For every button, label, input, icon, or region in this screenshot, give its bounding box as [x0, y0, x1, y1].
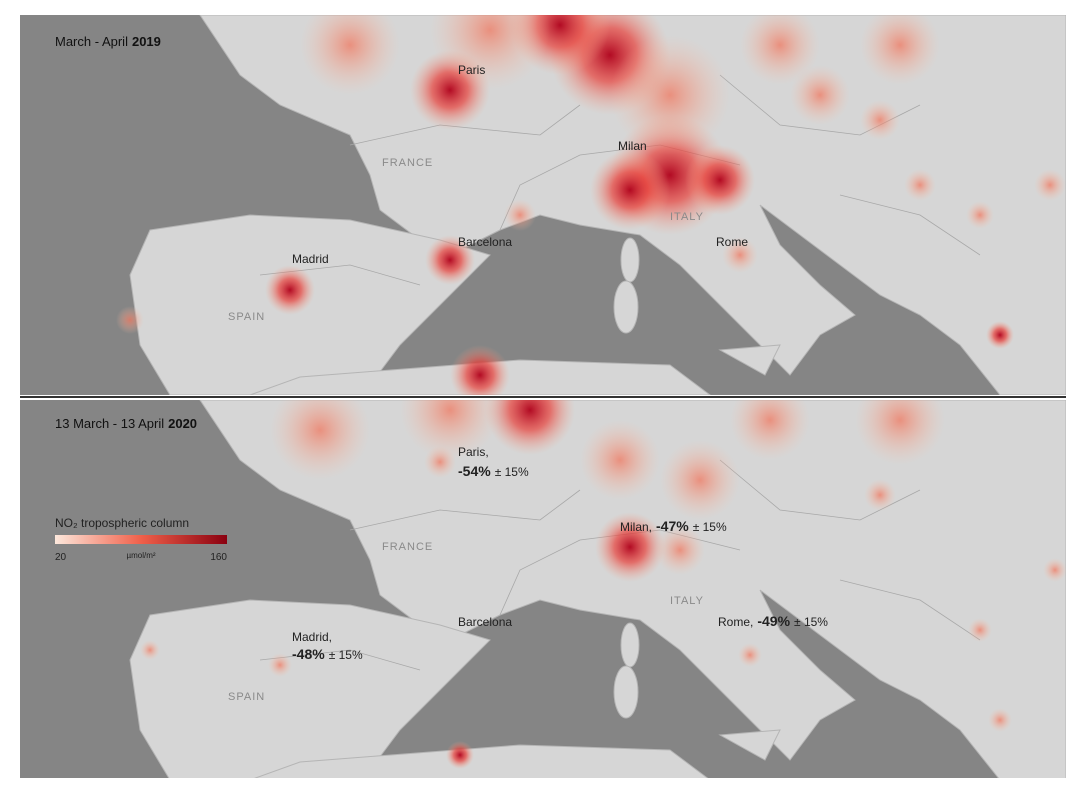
- uncertainty: ± 15%: [495, 465, 529, 479]
- change-label: -54% ± 15%: [458, 463, 529, 479]
- city-label: Madrid: [292, 252, 329, 266]
- period: March - April: [55, 34, 128, 49]
- emission-hotspot: [504, 199, 536, 231]
- year: 2020: [168, 416, 197, 431]
- city: Rome,: [718, 615, 753, 629]
- change: -47%: [656, 518, 689, 534]
- emission-hotspot: [1034, 169, 1066, 201]
- change-label: Rome, -49% ± 15%: [718, 613, 828, 629]
- emission-hotspot: [730, 400, 810, 460]
- uncertainty: ± 15%: [794, 615, 828, 629]
- country-label: ITALY: [670, 595, 704, 607]
- change: -49%: [757, 613, 790, 629]
- emission-hotspot: [485, 400, 575, 455]
- emission-hotspot: [424, 446, 456, 478]
- emission-hotspot: [400, 400, 500, 460]
- country-label: SPAIN: [228, 311, 265, 323]
- emission-hotspot: [722, 237, 758, 273]
- emission-hotspot: [425, 235, 475, 285]
- emission-hotspot: [140, 640, 160, 660]
- emission-hotspot: [595, 512, 665, 582]
- emission-hotspot: [738, 643, 762, 667]
- emission-hotspot: [590, 150, 670, 230]
- emission-hotspot: [968, 618, 992, 642]
- emission-hotspot: [430, 15, 550, 90]
- emission-hotspot: [265, 265, 315, 315]
- legend-min: 20: [55, 552, 67, 563]
- country-label: ITALY: [670, 211, 704, 223]
- emission-hotspot: [1043, 558, 1066, 582]
- city-label: Milan: [618, 139, 647, 153]
- emission-hotspot: [740, 15, 820, 85]
- year: 2019: [132, 34, 161, 49]
- emission-hotspot: [986, 321, 1014, 349]
- map-panel: [20, 400, 1066, 778]
- emission-hotspot: [446, 741, 474, 769]
- legend-title: NO₂ tropospheric column: [55, 516, 189, 530]
- panel-title: March - April 2019: [55, 34, 161, 49]
- emission-hotspot: [864, 479, 896, 511]
- emission-hotspot: [610, 35, 730, 155]
- uncertainty: ± 15%: [693, 520, 727, 534]
- change: -54%: [458, 463, 491, 479]
- emission-hotspot: [904, 169, 936, 201]
- change-label: Milan, -47% ± 15%: [620, 518, 727, 534]
- emission-hotspot: [966, 201, 994, 229]
- emission-hotspot: [855, 400, 945, 465]
- legend: NO₂ tropospheric column 20 µmol/m² 160: [55, 516, 227, 563]
- country-label: SPAIN: [228, 691, 265, 703]
- legend-unit: µmol/m²: [126, 551, 155, 560]
- emission-hotspot: [860, 15, 940, 85]
- change: -48%: [292, 646, 325, 662]
- legend-max: 160: [210, 552, 227, 563]
- emission-hotspot: [580, 420, 660, 500]
- emission-hotspot: [268, 653, 292, 677]
- emission-hotspot: [988, 708, 1012, 732]
- city-label: Barcelona: [458, 615, 512, 629]
- emission-hotspot: [660, 440, 740, 520]
- change-label: -48% ± 15%: [292, 646, 363, 662]
- emission-hotspot: [790, 65, 850, 125]
- emission-hotspot: [270, 400, 370, 480]
- map-panel: [20, 15, 1066, 395]
- city-label: Barcelona: [458, 235, 512, 249]
- color-scale: [55, 535, 227, 544]
- country-label: FRANCE: [382, 157, 433, 169]
- city-label: Rome: [716, 235, 748, 249]
- emission-hotspot: [655, 525, 705, 575]
- period: 13 March - 13 April: [55, 416, 164, 431]
- city-label: Paris: [458, 63, 485, 77]
- emission-hotspot: [300, 15, 400, 95]
- emission-hotspot: [685, 145, 755, 215]
- city: Milan,: [620, 520, 652, 534]
- country-label: FRANCE: [382, 541, 433, 553]
- emission-hotspot: [116, 306, 144, 334]
- emission-hotspot: [450, 345, 510, 395]
- city-label: Paris,: [458, 445, 489, 459]
- emission-hotspot: [860, 100, 900, 140]
- uncertainty: ± 15%: [329, 648, 363, 662]
- panel-title: 13 March - 13 April 2020: [55, 416, 197, 431]
- city-label: Madrid,: [292, 630, 332, 644]
